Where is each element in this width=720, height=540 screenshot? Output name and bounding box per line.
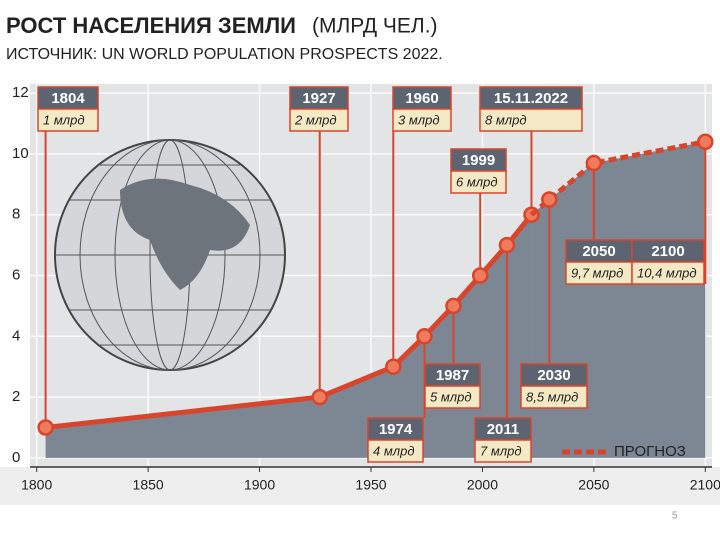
year-label: 1999	[462, 152, 495, 169]
x-tick-label: 2050	[578, 477, 609, 493]
year-label: 2030	[537, 367, 570, 384]
x-axis-band	[0, 467, 720, 505]
value-box	[424, 385, 481, 409]
point	[37, 419, 54, 436]
year-label: 1974	[379, 421, 413, 438]
value-label: 8 млрд	[485, 112, 527, 127]
y-tick-label: 2	[12, 388, 20, 405]
landmass	[120, 178, 250, 290]
page-number: 5	[672, 511, 678, 522]
globe	[54, 139, 286, 371]
point	[697, 133, 714, 151]
point	[585, 154, 603, 172]
point	[445, 297, 462, 315]
value-box	[520, 385, 588, 409]
y-tick-label: 12	[12, 84, 29, 101]
value-label: 7 млрд	[480, 443, 522, 458]
chart-title: РОСТ НАСЕЛЕНИЯ ЗЕМЛИ	[6, 13, 296, 38]
year-label: 1987	[436, 367, 469, 384]
value-label: 4 млрд	[373, 443, 415, 458]
chart-subtitle: ИСТОЧНИК: UN WORLD POPULATION PROSPECTS …	[6, 46, 443, 63]
value-box	[479, 108, 583, 132]
value-box	[37, 108, 99, 132]
value-label: 3 млрд	[398, 112, 440, 127]
value-label: 1 млрд	[43, 112, 85, 127]
chart-title-note: (МЛРД ЧЕЛ.)	[312, 15, 438, 38]
value-box	[450, 170, 507, 194]
value-label: 8,5 млрд	[526, 389, 578, 404]
year-label: 15.11.2022	[494, 90, 568, 107]
year-label: 1927	[302, 90, 335, 107]
y-tick-label: 0	[12, 449, 20, 466]
area-fill	[45, 214, 532, 458]
x-tick-label: 1950	[355, 477, 386, 493]
value-label: 10,4 млрд	[637, 265, 697, 280]
point	[311, 388, 328, 406]
year-label: 1960	[405, 90, 438, 107]
point	[416, 328, 433, 345]
y-tick-label: 10	[12, 145, 29, 162]
x-tick-label: 1900	[244, 477, 275, 493]
x-tick-label: 2100	[690, 477, 720, 493]
value-box	[474, 439, 532, 463]
value-label: 5 млрд	[430, 389, 472, 404]
point	[385, 358, 402, 375]
value-label: 2 млрд	[294, 112, 337, 127]
x-tick-label: 2000	[467, 477, 498, 493]
x-tick-label: 1800	[21, 477, 52, 493]
value-label: 9,7 млрд	[571, 265, 623, 280]
y-tick-label: 8	[12, 206, 20, 223]
line	[529, 139, 706, 217]
value-box	[631, 261, 705, 285]
x-tick-label: 1850	[133, 477, 164, 493]
point	[498, 236, 516, 254]
year-label: 2100	[651, 243, 684, 260]
y-tick-label: 4	[12, 327, 20, 344]
marks: 1804 1 млрд 1927 2 млрд 1960 3 млрд 1974 4 млрд…	[37, 86, 714, 463]
point	[541, 191, 558, 208]
year-label: 2011	[487, 421, 520, 438]
y-tick-label: 6	[12, 266, 20, 283]
point	[471, 267, 489, 284]
value-box	[289, 108, 349, 132]
year-label: 1804	[51, 90, 85, 107]
year-label: 2050	[582, 243, 615, 260]
legend-label: ПРОГНОЗ	[614, 443, 686, 460]
value-box	[392, 108, 452, 132]
value-box	[367, 439, 424, 463]
value-label: 6 млрд	[456, 174, 498, 189]
